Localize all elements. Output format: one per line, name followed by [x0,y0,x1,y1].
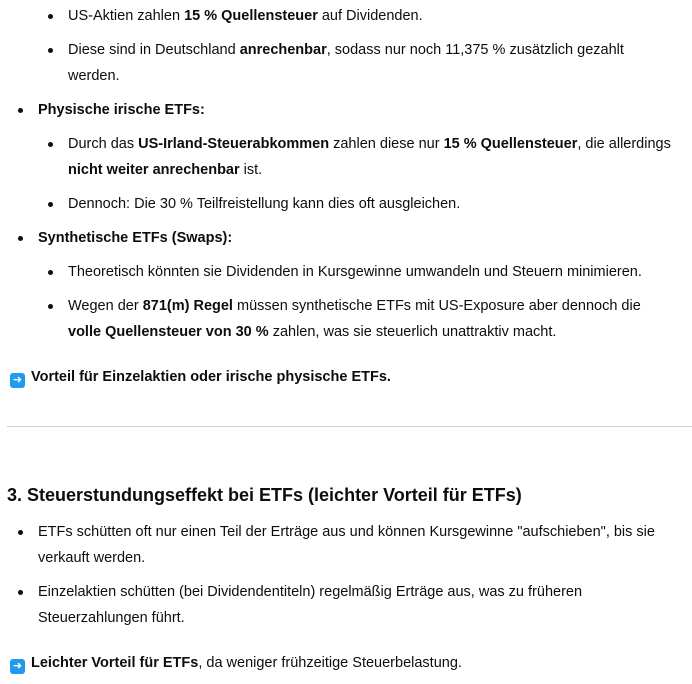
conclusion: ➜ Leichter Vorteil für ETFs, da weniger f… [10,650,692,676]
list-item: Durch das US-Irland-Steuerabkommen zahle… [48,131,673,183]
text: zahlen, was sie steuerlich unattraktiv m… [268,324,557,340]
list-item: US-Aktien zahlen 15 % Quellensteuer auf … [48,3,673,29]
text: , sodass nur noch 11,375 % zusätzlich ge… [68,42,624,84]
list-item: Wegen der 871(m) Regel müssen synthetisc… [48,293,673,345]
section-heading: 3. Steuerstundungseffekt bei ETFs (leich… [7,485,522,505]
text: Dennoch: Die 30 % Teilfreistellung kann … [68,196,461,212]
text: zahlen diese nur [329,136,444,152]
text: müssen synthetische ETFs mit US-Exposure… [232,298,641,314]
list-item: Diese sind in Deutschland anrechenbar, s… [48,37,673,89]
divider [7,426,692,427]
text: , da weniger frühzeitige Steuerbelastung… [198,655,462,671]
text: Theoretisch könnten sie Dividenden in Ku… [68,264,642,280]
bold-text: volle Quellensteuer von 30 % [68,324,269,340]
bold-text: Synthetische ETFs (Swaps): [38,230,233,246]
bold-text: 871(m) Regel [142,298,233,314]
bold-text: Physische irische ETFs: [38,102,205,118]
text: Wegen der [68,298,143,314]
bold-text: nicht weiter anrechenbar [68,162,240,178]
text: Einzelaktien schütten (bei Dividendentit… [38,584,583,626]
text: US-Aktien zahlen [68,8,185,24]
bold-text: anrechenbar [239,42,327,58]
list-item: Dennoch: Die 30 % Teilfreistellung kann … [48,191,673,217]
text: ist. [239,162,263,178]
text: , die allerdings [577,136,671,152]
list-item: Physische irische ETFs: [18,97,668,123]
list-item: Einzelaktien schütten (bei Dividendentit… [18,579,668,631]
list-item: ETFs schütten oft nur einen Teil der Ert… [18,519,668,571]
conclusion: ➜ Vorteil für Einzelaktien oder irische p… [10,364,692,390]
bold-text: Leichter Vorteil für ETFs [31,655,199,671]
text: Durch das [68,136,139,152]
list-item: Synthetische ETFs (Swaps): [18,225,668,251]
bold-text: Vorteil für Einzelaktien oder irische ph… [31,369,391,385]
bold-text: US-Irland-Steuerabkommen [138,136,330,152]
text: auf Dividenden. [317,8,423,24]
bold-text: 15 % Quellensteuer [443,136,578,152]
right-arrow-icon: ➜ [10,373,25,388]
bold-text: 15 % Quellensteuer [184,8,318,24]
text: ETFs schütten oft nur einen Teil der Ert… [38,524,655,566]
text: Diese sind in Deutschland [68,42,240,58]
right-arrow-icon: ➜ [10,659,25,674]
list-item: Theoretisch könnten sie Dividenden in Ku… [48,259,673,285]
